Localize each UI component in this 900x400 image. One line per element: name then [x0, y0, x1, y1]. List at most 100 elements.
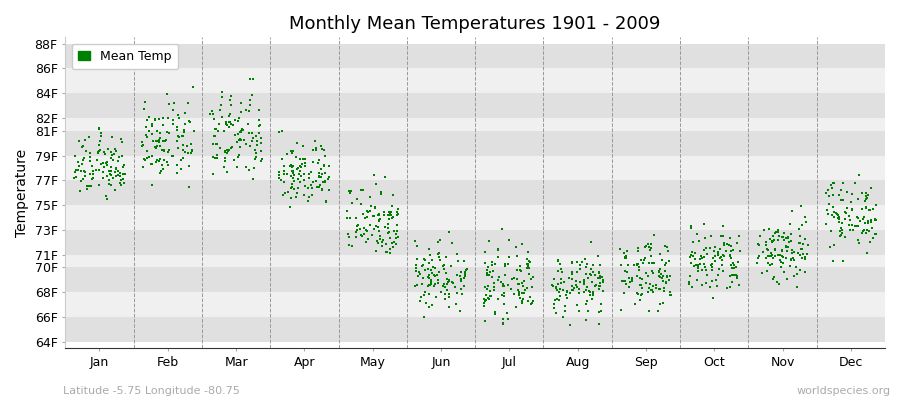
Point [113, 136, 128, 142]
Point [551, 258, 565, 264]
Point [482, 269, 497, 276]
Point [617, 290, 632, 296]
Point [166, 99, 181, 106]
Point [293, 162, 308, 169]
Point [382, 216, 396, 222]
Point [498, 272, 512, 278]
Point [363, 208, 377, 214]
Bar [66, 230, 885, 255]
Point [83, 150, 97, 156]
Point [834, 230, 849, 236]
Point [386, 192, 400, 198]
Point [284, 181, 299, 188]
Point [496, 320, 510, 326]
Point [380, 249, 394, 255]
Point [234, 126, 248, 132]
Point [418, 266, 432, 273]
Point [616, 278, 630, 284]
Point [826, 213, 841, 220]
Point [449, 301, 464, 308]
Point [719, 241, 733, 248]
Point [521, 249, 535, 256]
Point [625, 278, 639, 284]
Point [790, 270, 805, 277]
Point [526, 298, 540, 304]
Point [760, 267, 774, 274]
Point [502, 237, 517, 244]
Point [175, 133, 189, 140]
Point [583, 239, 598, 245]
Point [868, 216, 883, 223]
Point [450, 251, 464, 257]
Point [681, 279, 696, 286]
Point [437, 266, 452, 273]
Point [414, 281, 428, 287]
Point [428, 265, 442, 272]
Point [655, 257, 670, 264]
Point [364, 222, 378, 228]
Point [689, 277, 704, 284]
Point [697, 221, 711, 227]
Point [93, 138, 107, 144]
Point [284, 184, 299, 191]
Point [586, 268, 600, 275]
Point [766, 255, 780, 262]
Point [349, 234, 364, 240]
Point [840, 188, 854, 195]
Point [77, 137, 92, 144]
Point [555, 287, 570, 294]
Point [82, 183, 96, 189]
Point [509, 275, 524, 282]
Point [705, 261, 719, 268]
Point [218, 149, 232, 155]
Point [685, 284, 699, 291]
Point [480, 272, 494, 278]
Point [861, 228, 876, 234]
Point [784, 231, 798, 237]
Point [72, 163, 86, 170]
Point [642, 260, 656, 266]
Point [176, 155, 191, 161]
Title: Monthly Mean Temperatures 1901 - 2009: Monthly Mean Temperatures 1901 - 2009 [290, 15, 661, 33]
Point [112, 180, 127, 186]
Point [861, 218, 876, 224]
Point [634, 282, 648, 288]
Point [515, 300, 529, 306]
Point [711, 272, 725, 278]
Point [221, 119, 236, 125]
Point [304, 182, 319, 188]
Point [417, 291, 431, 298]
Point [280, 189, 294, 195]
Point [313, 166, 328, 172]
Point [845, 191, 859, 198]
Point [448, 284, 463, 290]
Point [92, 182, 106, 188]
Point [377, 212, 392, 218]
Point [384, 203, 399, 210]
Point [613, 246, 627, 252]
Point [663, 273, 678, 279]
Point [409, 262, 423, 268]
Point [100, 173, 114, 180]
Point [579, 271, 593, 277]
Point [691, 264, 706, 271]
Point [276, 163, 291, 169]
Point [517, 278, 531, 284]
Point [297, 162, 311, 169]
Point [350, 223, 365, 230]
Point [794, 246, 808, 252]
Point [107, 187, 122, 194]
Point [496, 281, 510, 288]
Point [436, 262, 451, 268]
Point [769, 230, 783, 237]
Point [438, 254, 453, 261]
Point [569, 282, 583, 288]
Point [482, 295, 496, 302]
Point [250, 138, 265, 144]
Point [76, 144, 90, 150]
Point [382, 229, 396, 236]
Point [863, 239, 878, 245]
Point [683, 273, 698, 279]
Point [155, 162, 169, 168]
Point [478, 283, 492, 290]
